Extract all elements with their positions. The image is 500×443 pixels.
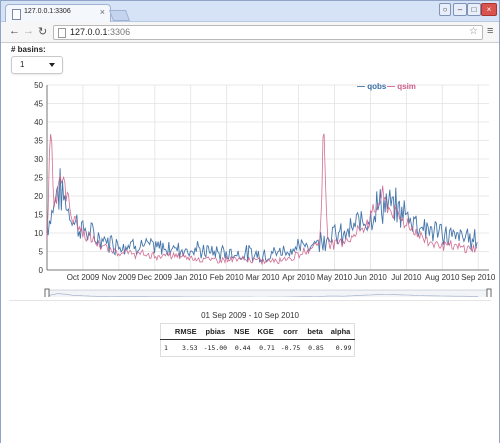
table-cell: 0.44: [234, 344, 251, 352]
y-tick-label: 50: [34, 81, 43, 90]
reload-icon[interactable]: ↻: [38, 26, 48, 38]
basins-dropdown[interactable]: 1: [11, 56, 63, 74]
table-row: 1 3.53 -15.00 0.44 0.71 -0.75 0.85 0.99: [161, 340, 355, 357]
x-tick-label: Jan 2010: [174, 273, 207, 282]
y-tick-label: 5: [39, 248, 44, 257]
close-tab-icon[interactable]: ×: [99, 7, 105, 17]
basins-selected-value: 1: [20, 60, 25, 69]
page-icon: [12, 9, 21, 20]
metrics-table: RMSE pbias NSE KGE corr beta alpha 1 3.53 -15.00…: [160, 323, 356, 357]
tab-title: 127.0.0.1:3306: [24, 8, 71, 15]
series-line-qobs: [46, 168, 478, 264]
x-tick-label: Nov 2009: [102, 273, 137, 282]
x-tick-label: Dec 2009: [138, 273, 173, 282]
table-cell: -15.00: [203, 344, 228, 352]
x-tick-label: Sep 2010: [461, 273, 496, 282]
column-header: pbias: [200, 323, 231, 340]
column-header: NSE: [230, 323, 254, 340]
y-tick-label: 35: [34, 137, 43, 146]
range-handle-right[interactable]: [486, 288, 492, 297]
column-header: [160, 323, 171, 340]
page-content: # basins: 1 0 5 10 15 20 25 30 35 40 45 50 Oct 2009…: [1, 43, 499, 443]
minimize-button[interactable]: –: [453, 3, 467, 16]
x-tick-label: Feb 2010: [210, 273, 244, 282]
x-tick-label: Mar 2010: [246, 273, 280, 282]
x-tick-label: May 2010: [317, 273, 353, 282]
address-bar[interactable]: 127.0.0.1:3306 ☆: [53, 25, 483, 40]
y-tick-label: 0: [39, 266, 44, 275]
browser-toolbar: ← → ↻ 127.0.0.1:3306 ☆ ≡: [1, 22, 499, 43]
basins-label: # basins:: [11, 45, 46, 54]
y-tick-label: 45: [34, 100, 43, 109]
page-icon: [58, 28, 66, 38]
x-tick-label: Oct 2009: [67, 273, 100, 282]
legend-qobs-label: qobs: [367, 82, 387, 91]
bookmark-star-icon[interactable]: ☆: [469, 26, 478, 37]
y-tick-label: 40: [34, 118, 43, 127]
url-text[interactable]: 127.0.0.1:3306: [70, 27, 130, 37]
y-tick-label: 10: [34, 229, 43, 238]
table-cell: 0.99: [335, 344, 352, 352]
range-handle-left[interactable]: [44, 288, 50, 297]
divider: [9, 300, 491, 301]
y-tick-label: 30: [34, 155, 43, 164]
column-header: corr: [277, 323, 304, 340]
table-cell: 0.71: [259, 344, 275, 352]
column-header: RMSE: [170, 323, 201, 340]
x-tick-label: Jul 2010: [391, 273, 422, 282]
column-header: KGE: [253, 323, 278, 340]
browser-tab[interactable]: 127.0.0.1:3306 ×: [5, 4, 111, 22]
range-selector-preview: [46, 293, 479, 297]
y-tick-label: 20: [34, 192, 43, 201]
legend-qsim-label: qsim: [397, 82, 416, 91]
url-host: 127.0.0.1: [70, 27, 108, 37]
chevron-down-icon: [49, 63, 55, 67]
y-tick-label: 15: [34, 211, 43, 220]
x-tick-label: Aug 2010: [425, 273, 460, 282]
column-header: beta: [303, 323, 327, 340]
column-header: alpha: [326, 323, 355, 340]
series-line-qsim: [46, 133, 478, 266]
legend-qsim[interactable]: — qsim: [387, 82, 416, 91]
url-port: :3306: [107, 27, 131, 37]
legend-qobs[interactable]: — qobs: [357, 82, 387, 91]
table-cell: -0.75: [280, 344, 301, 352]
close-window-button[interactable]: ×: [481, 3, 497, 16]
back-arrow-icon[interactable]: ←: [9, 25, 20, 37]
user-icon[interactable]: ○: [439, 3, 451, 16]
maximize-button[interactable]: □: [467, 3, 481, 16]
x-tick-label: Jun 2010: [354, 273, 387, 282]
x-tick-label: Apr 2010: [282, 273, 315, 282]
table-cell: 1: [164, 344, 168, 352]
table-cell: 3.53: [181, 344, 198, 352]
period-label: 01 Sep 2009 - 10 Sep 2010: [201, 311, 299, 320]
hydrograph-chart[interactable]: 0 5 10 15 20 25 30 35 40 45 50 Oct 2009 Nov 2009 Dec …: [1, 75, 499, 297]
title-bar: 127.0.0.1:3306 × ○ – □ ×: [1, 1, 499, 22]
menu-icon[interactable]: ≡: [487, 25, 494, 37]
y-tick-label: 25: [34, 174, 43, 183]
range-selector: [46, 289, 490, 297]
forward-arrow-icon[interactable]: →: [23, 25, 34, 37]
table-cell: 0.85: [308, 344, 324, 352]
new-tab-button[interactable]: [108, 10, 131, 21]
metrics-header-row: RMSE pbias NSE KGE corr beta alpha: [160, 323, 355, 340]
